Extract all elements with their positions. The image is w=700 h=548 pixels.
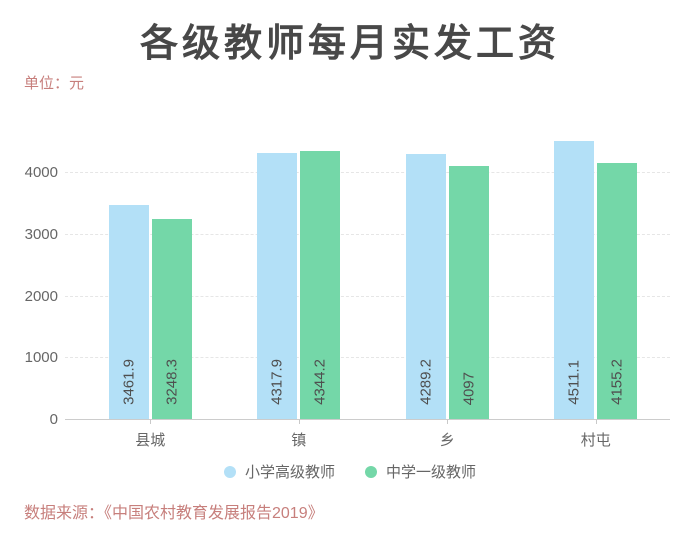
- bar-小学高级教师-镇: 4317.9: [257, 152, 298, 419]
- x-category-label-县城: 县城: [135, 432, 166, 449]
- bar-value-label: 4155.2: [608, 359, 626, 405]
- legend-dot-icon: [223, 465, 236, 478]
- bar-中学一级教师-村屯: 4155.2: [597, 162, 638, 419]
- legend-label: 小学高级教师: [244, 464, 335, 481]
- x-axis-tick: [447, 419, 449, 424]
- bar-value-label: 4344.2: [311, 359, 329, 405]
- gridline: [65, 295, 670, 297]
- y-tick-label: 0: [49, 411, 58, 428]
- x-category-label-村屯: 村屯: [580, 432, 611, 449]
- data-source: 数据来源：《中国农村教育发展报告2019》: [24, 505, 324, 522]
- gridline: [65, 172, 670, 174]
- bar-小学高级教师-县城: 3461.9: [108, 205, 149, 419]
- legend-label: 中学一级教师: [386, 464, 477, 481]
- legend-item-中学一级教师: 中学一级教师: [365, 461, 476, 482]
- bar-value-label: 3461.9: [120, 359, 138, 405]
- legend-item-小学高级教师: 小学高级教师: [223, 461, 335, 482]
- gridline: [65, 357, 670, 359]
- x-axis-tick: [595, 419, 597, 424]
- bar-value-label: 4289.2: [417, 359, 435, 405]
- bar-value-label: 3248.3: [163, 359, 181, 405]
- x-category-label-镇: 镇: [291, 432, 307, 449]
- gridline: [65, 233, 670, 235]
- bar-小学高级教师-村屯: 4511.1: [554, 140, 595, 419]
- bar-value-label: 4097: [460, 371, 478, 405]
- bar-value-label: 4317.9: [268, 359, 286, 405]
- chart-title: 各级教师每月实发工资: [139, 23, 560, 65]
- bar-小学高级教师-乡: 4289.2: [405, 154, 446, 419]
- bar-value-label: 4511.1: [565, 360, 583, 405]
- y-tick-label: 4000: [24, 164, 58, 182]
- x-category-label-乡: 乡: [439, 432, 455, 449]
- x-axis-tick: [298, 419, 300, 424]
- bar-中学一级教师-镇: 4344.2: [300, 150, 341, 419]
- y-tick-label: 2000: [24, 287, 58, 305]
- chart-legend: 小学高级教师 中学一级教师: [0, 461, 700, 482]
- legend-dot-icon: [365, 465, 377, 478]
- bar-中学一级教师-乡: 4097: [448, 166, 489, 419]
- y-tick-label: 1000: [24, 349, 58, 367]
- unit-label: 单位：元: [24, 75, 85, 92]
- x-axis-tick: [150, 419, 152, 424]
- x-axis-line: [65, 419, 670, 420]
- y-tick-label: 3000: [24, 225, 58, 243]
- bar-中学一级教师-县城: 3248.3: [151, 218, 192, 419]
